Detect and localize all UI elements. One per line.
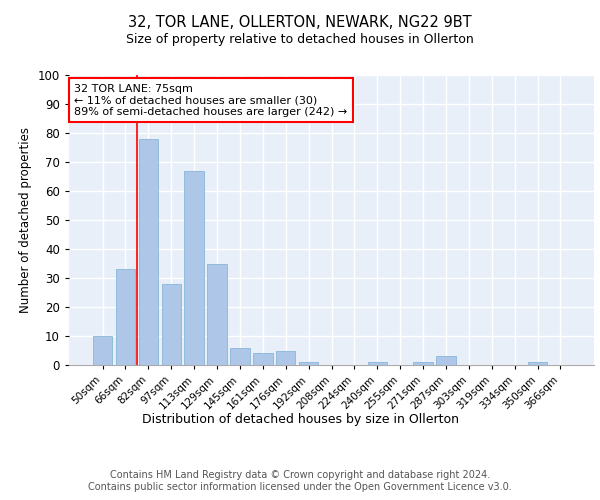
Bar — [368, 362, 387, 365]
Bar — [299, 362, 319, 365]
Bar — [161, 284, 181, 365]
Text: Contains public sector information licensed under the Open Government Licence v3: Contains public sector information licen… — [88, 482, 512, 492]
Text: Distribution of detached houses by size in Ollerton: Distribution of detached houses by size … — [142, 412, 458, 426]
Bar — [230, 348, 250, 365]
Bar — [139, 139, 158, 365]
Bar — [184, 170, 204, 365]
Bar — [253, 354, 272, 365]
Bar — [208, 264, 227, 365]
Bar — [528, 362, 547, 365]
Text: 32 TOR LANE: 75sqm
← 11% of detached houses are smaller (30)
89% of semi-detache: 32 TOR LANE: 75sqm ← 11% of detached hou… — [74, 84, 347, 117]
Bar — [116, 270, 135, 365]
Bar — [93, 336, 112, 365]
Bar — [413, 362, 433, 365]
Bar — [436, 356, 455, 365]
Text: 32, TOR LANE, OLLERTON, NEWARK, NG22 9BT: 32, TOR LANE, OLLERTON, NEWARK, NG22 9BT — [128, 15, 472, 30]
Text: Size of property relative to detached houses in Ollerton: Size of property relative to detached ho… — [126, 32, 474, 46]
Bar — [276, 350, 295, 365]
Y-axis label: Number of detached properties: Number of detached properties — [19, 127, 32, 313]
Text: Contains HM Land Registry data © Crown copyright and database right 2024.: Contains HM Land Registry data © Crown c… — [110, 470, 490, 480]
